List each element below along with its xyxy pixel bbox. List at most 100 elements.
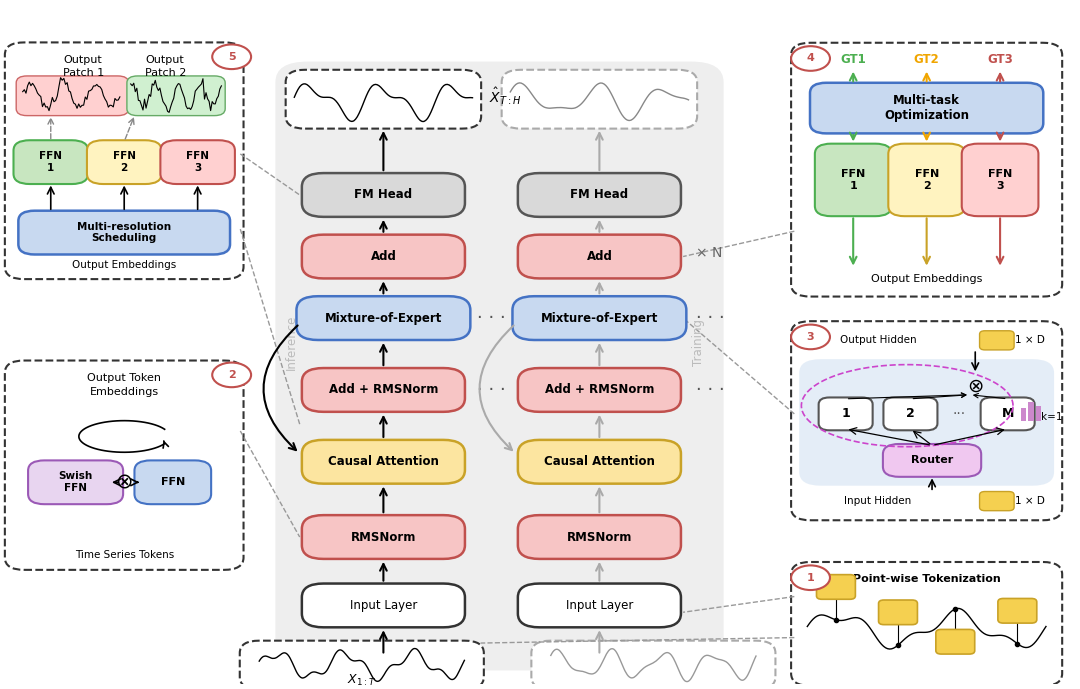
Text: Output Embeddings: Output Embeddings: [870, 274, 983, 285]
Text: 2: 2: [906, 407, 915, 420]
Text: GT1: GT1: [840, 53, 866, 66]
Text: RMSNorm: RMSNorm: [351, 531, 416, 544]
FancyBboxPatch shape: [791, 562, 1063, 686]
Text: Time Series Tokens: Time Series Tokens: [75, 551, 174, 560]
Text: GT2: GT2: [914, 53, 940, 66]
Text: 4: 4: [807, 54, 814, 63]
Text: Mixture-of-Expert: Mixture-of-Expert: [325, 311, 442, 325]
FancyBboxPatch shape: [531, 641, 775, 689]
Text: · · ·: · · ·: [477, 309, 505, 327]
FancyBboxPatch shape: [518, 173, 681, 217]
FancyBboxPatch shape: [301, 173, 464, 217]
FancyBboxPatch shape: [878, 600, 917, 625]
Text: M: M: [1001, 407, 1014, 420]
Text: Multi-resolution
Scheduling: Multi-resolution Scheduling: [77, 222, 172, 243]
FancyBboxPatch shape: [513, 296, 687, 340]
FancyBboxPatch shape: [518, 368, 681, 412]
Text: Output Token: Output Token: [87, 373, 161, 382]
FancyBboxPatch shape: [301, 515, 464, 559]
FancyBboxPatch shape: [28, 460, 123, 504]
FancyBboxPatch shape: [883, 444, 981, 477]
FancyBboxPatch shape: [16, 76, 129, 116]
Text: Input Layer: Input Layer: [350, 599, 417, 612]
FancyBboxPatch shape: [86, 141, 162, 184]
Text: Inference: Inference: [285, 314, 298, 370]
Text: · · ·: · · ·: [477, 381, 505, 399]
Text: $X_{1:T}$: $X_{1:T}$: [348, 673, 376, 688]
Circle shape: [212, 45, 251, 69]
Text: 1 × D: 1 × D: [1015, 336, 1045, 345]
Text: Causal Attention: Causal Attention: [544, 455, 654, 469]
FancyBboxPatch shape: [936, 630, 975, 654]
Text: Add + RMSNorm: Add + RMSNorm: [328, 384, 438, 396]
FancyBboxPatch shape: [816, 575, 855, 599]
Text: Output Hidden: Output Hidden: [840, 336, 916, 345]
FancyBboxPatch shape: [301, 440, 464, 484]
FancyBboxPatch shape: [135, 460, 212, 504]
Text: ⊗: ⊗: [967, 377, 984, 396]
Text: GT3: GT3: [987, 53, 1013, 66]
Text: FFN
3: FFN 3: [186, 152, 210, 173]
FancyBboxPatch shape: [240, 641, 484, 689]
Text: Input Hidden: Input Hidden: [845, 496, 912, 506]
Circle shape: [792, 46, 831, 71]
FancyBboxPatch shape: [998, 599, 1037, 623]
Text: Input Layer: Input Layer: [566, 599, 633, 612]
Text: FFN
1: FFN 1: [39, 152, 63, 173]
FancyBboxPatch shape: [980, 331, 1014, 350]
Text: Multi-task
Optimization: Multi-task Optimization: [885, 94, 969, 122]
FancyBboxPatch shape: [518, 584, 681, 627]
Text: Point-wise Tokenization: Point-wise Tokenization: [853, 574, 1000, 584]
FancyBboxPatch shape: [13, 141, 89, 184]
Text: FFN
1: FFN 1: [841, 169, 865, 191]
Text: FFN: FFN: [161, 477, 185, 487]
Text: Patch 1: Patch 1: [63, 68, 104, 78]
Text: Training: Training: [692, 318, 705, 366]
Text: Output: Output: [146, 54, 185, 65]
FancyBboxPatch shape: [981, 398, 1035, 431]
FancyBboxPatch shape: [799, 359, 1054, 486]
FancyBboxPatch shape: [518, 440, 681, 484]
FancyBboxPatch shape: [883, 398, 937, 431]
Text: Swish
FFN: Swish FFN: [58, 471, 93, 493]
FancyBboxPatch shape: [791, 43, 1063, 296]
Text: FFN
2: FFN 2: [915, 169, 939, 191]
FancyBboxPatch shape: [160, 141, 235, 184]
FancyBboxPatch shape: [296, 296, 471, 340]
FancyBboxPatch shape: [301, 235, 464, 278]
Text: Embeddings: Embeddings: [90, 387, 159, 397]
FancyBboxPatch shape: [18, 211, 230, 254]
Text: Add: Add: [370, 250, 396, 263]
FancyBboxPatch shape: [127, 76, 226, 116]
Text: FFN
3: FFN 3: [988, 169, 1012, 191]
Text: Router: Router: [910, 455, 954, 465]
Bar: [1036, 406, 1041, 421]
Text: · · ·: · · ·: [696, 309, 725, 327]
Text: ···: ···: [953, 407, 966, 421]
Text: Add: Add: [586, 250, 612, 263]
FancyBboxPatch shape: [810, 83, 1043, 134]
FancyBboxPatch shape: [285, 70, 481, 129]
Text: 1 × D: 1 × D: [1015, 496, 1045, 506]
FancyBboxPatch shape: [888, 144, 966, 216]
Text: RMSNorm: RMSNorm: [567, 531, 632, 544]
Text: FM Head: FM Head: [570, 189, 629, 201]
FancyBboxPatch shape: [819, 398, 873, 431]
Text: 1: 1: [807, 573, 814, 583]
Circle shape: [212, 362, 251, 387]
FancyBboxPatch shape: [5, 360, 244, 570]
Text: $\hat{X}_{T:H}$: $\hat{X}_{T:H}$: [488, 85, 521, 107]
Text: · · ·: · · ·: [696, 381, 725, 399]
Text: 1: 1: [841, 407, 850, 420]
Text: 2: 2: [228, 370, 235, 380]
Text: k=1: k=1: [1041, 412, 1063, 422]
FancyBboxPatch shape: [962, 144, 1039, 216]
Text: × N: × N: [696, 246, 721, 260]
FancyBboxPatch shape: [301, 368, 464, 412]
Text: ⊗: ⊗: [116, 472, 133, 493]
Circle shape: [792, 325, 831, 349]
FancyBboxPatch shape: [518, 235, 681, 278]
Bar: [1021, 409, 1026, 421]
Text: 5: 5: [228, 52, 235, 62]
FancyBboxPatch shape: [275, 61, 724, 670]
